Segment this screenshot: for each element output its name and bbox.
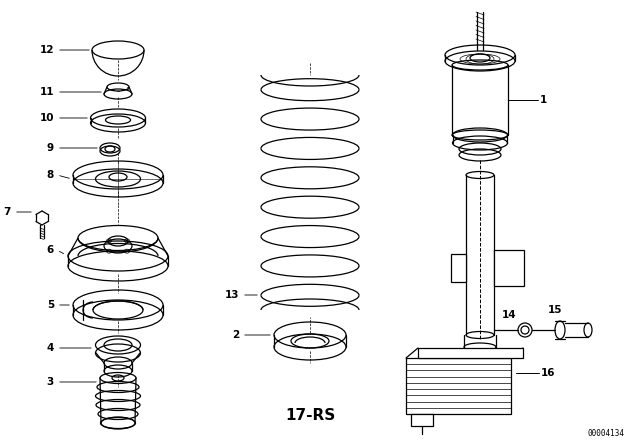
Text: 16: 16 <box>541 368 556 378</box>
Text: 00004134: 00004134 <box>588 429 625 438</box>
Text: 13: 13 <box>225 290 239 300</box>
FancyBboxPatch shape <box>411 414 433 426</box>
FancyBboxPatch shape <box>406 358 511 414</box>
Text: 9: 9 <box>47 143 54 153</box>
Text: 6: 6 <box>47 245 54 255</box>
FancyBboxPatch shape <box>451 254 466 282</box>
Text: 12: 12 <box>40 45 54 55</box>
Text: 17-RS: 17-RS <box>285 408 335 422</box>
Text: 1: 1 <box>540 95 547 105</box>
Text: 8: 8 <box>47 170 54 180</box>
Text: 14: 14 <box>502 310 516 320</box>
Text: 5: 5 <box>47 300 54 310</box>
Text: 3: 3 <box>47 377 54 387</box>
FancyBboxPatch shape <box>418 348 523 358</box>
Text: 11: 11 <box>40 87 54 97</box>
Text: 2: 2 <box>232 330 239 340</box>
Text: 15: 15 <box>548 305 563 315</box>
FancyBboxPatch shape <box>494 250 524 286</box>
Text: 7: 7 <box>4 207 11 217</box>
Text: 10: 10 <box>40 113 54 123</box>
Text: 4: 4 <box>47 343 54 353</box>
